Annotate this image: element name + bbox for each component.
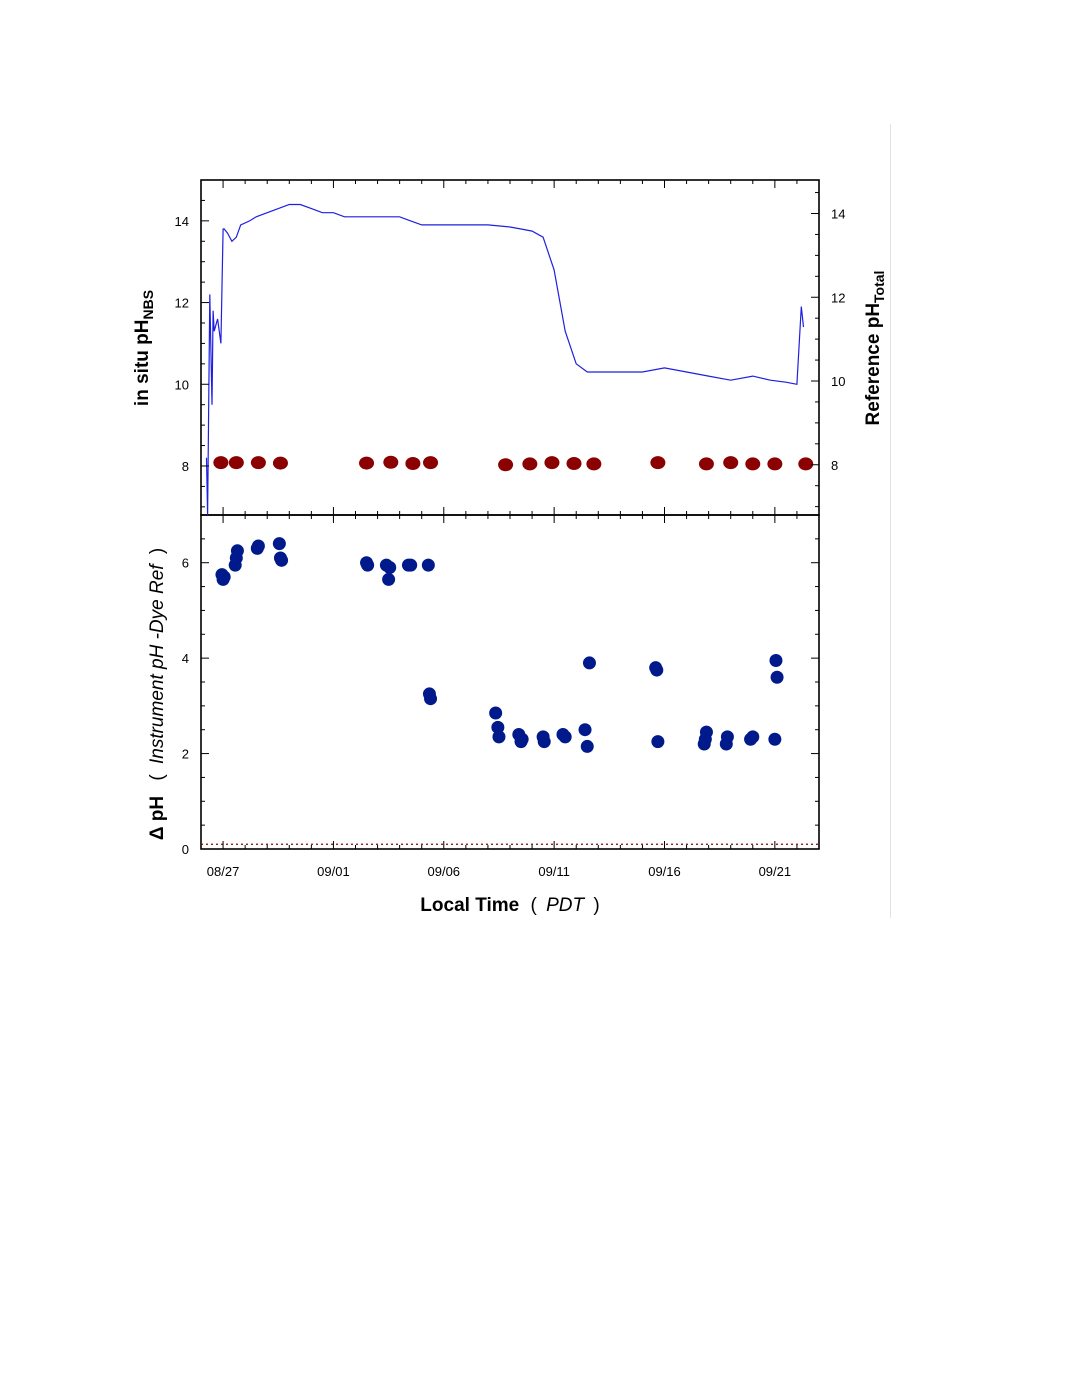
delta-ph-point	[217, 570, 231, 584]
delta-ph-point	[746, 730, 760, 744]
delta-ph-point	[769, 654, 783, 668]
reference-ph-point	[423, 456, 439, 470]
reference-ph-point	[522, 457, 538, 471]
delta-ph-point	[492, 730, 506, 744]
top-left-axis-title: in situ pHNBS	[132, 290, 156, 406]
delta-ph-point	[251, 539, 265, 553]
y-tick-label-right: 12	[831, 290, 845, 305]
reference-ph-point	[272, 456, 288, 470]
y-tick-label-left: 8	[182, 459, 189, 474]
bottom-axis-title: Δ pH ( Instrument pH -Dye Ref )	[147, 548, 168, 840]
delta-ph-point	[404, 558, 418, 572]
y-tick-label-left: 14	[175, 214, 189, 229]
reference-ph-point	[405, 456, 421, 470]
delta-ph-point	[768, 732, 782, 746]
reference-ph-point	[359, 456, 375, 470]
x-tick-label: 09/16	[648, 864, 681, 879]
delta-ph-point	[650, 663, 664, 677]
x-tick-label: 08/27	[207, 864, 240, 879]
reference-ph-point	[228, 456, 244, 470]
y-tick-label-bottom: 4	[182, 651, 189, 666]
delta-ph-point	[491, 720, 505, 734]
delta-ph-point	[361, 558, 375, 572]
reference-ph-point	[566, 456, 582, 470]
y-tick-label-bottom: 2	[182, 747, 189, 762]
reference-ph-point	[498, 458, 514, 472]
top-right-axis-title: Reference pHTotal	[863, 271, 887, 426]
x-axis-title: Local Time ( PDT )	[420, 895, 599, 916]
delta-ph-point	[578, 723, 592, 737]
y-tick-label-right: 14	[831, 207, 845, 222]
delta-ph-point	[582, 656, 596, 670]
reference-ph-point	[650, 456, 666, 470]
reference-ph-point	[745, 457, 761, 471]
delta-ph-point	[230, 544, 244, 558]
y-tick-label-left: 12	[175, 296, 189, 311]
delta-ph-point	[382, 572, 396, 586]
y-tick-label-left: 10	[175, 377, 189, 392]
x-tick-label: 09/11	[538, 864, 570, 879]
x-tick-label: 09/06	[428, 864, 461, 879]
reference-ph-point	[383, 455, 399, 469]
y-tick-label-right: 10	[831, 374, 845, 389]
reference-ph-point	[213, 456, 229, 470]
y-tick-label-bottom: 6	[182, 556, 189, 571]
x-tick-label: 09/21	[759, 864, 792, 879]
delta-ph-point	[515, 732, 529, 746]
delta-ph-point	[537, 735, 551, 749]
delta-ph-point	[383, 560, 397, 574]
y-tick-label-right: 8	[831, 458, 838, 473]
delta-ph-point	[720, 730, 734, 744]
delta-ph-point	[489, 706, 503, 720]
reference-ph-point	[798, 457, 814, 471]
bottom-panel-frame	[200, 514, 820, 850]
instrument-ph-line	[205, 203, 805, 516]
x-tick-label: 09/01	[317, 864, 350, 879]
reference-ph-point	[723, 456, 739, 470]
delta-ph-point	[580, 739, 594, 753]
delta-ph-point	[421, 558, 435, 572]
reference-ph-point	[250, 456, 266, 470]
delta-ph-point	[651, 735, 665, 749]
delta-ph-point	[275, 553, 289, 567]
delta-ph-point	[558, 730, 572, 744]
page-divider	[890, 124, 891, 918]
delta-ph-point	[424, 692, 438, 706]
reference-ph-point	[586, 457, 602, 471]
delta-ph-point	[272, 537, 286, 551]
y-tick-label-bottom: 0	[182, 842, 189, 857]
reference-ph-point	[767, 457, 783, 471]
delta-ph-point	[699, 725, 713, 739]
delta-ph-point	[770, 670, 784, 684]
reference-ph-point	[698, 457, 714, 471]
reference-ph-point	[544, 456, 560, 470]
